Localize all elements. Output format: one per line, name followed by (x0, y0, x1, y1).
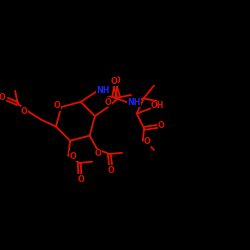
Text: O: O (95, 149, 102, 158)
Text: O: O (21, 106, 28, 116)
Text: O: O (0, 93, 6, 102)
Text: O: O (158, 121, 165, 130)
Text: O: O (77, 175, 84, 184)
Text: O: O (110, 77, 117, 86)
Text: NH: NH (128, 98, 141, 107)
Text: O: O (54, 101, 60, 110)
Text: O: O (104, 98, 111, 107)
Text: O: O (113, 76, 120, 85)
Text: OH: OH (151, 101, 164, 110)
Text: O: O (144, 138, 151, 146)
Text: NH: NH (96, 86, 110, 95)
Text: O: O (70, 152, 76, 160)
Text: O: O (108, 166, 115, 175)
